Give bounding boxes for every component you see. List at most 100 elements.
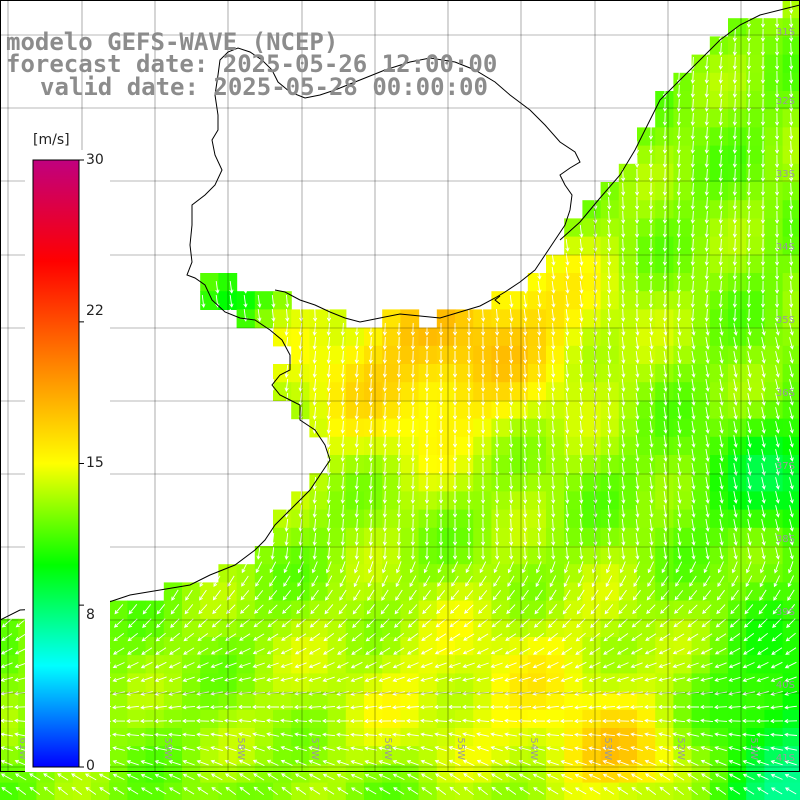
wind-speed-cell <box>564 254 583 274</box>
wind-vector-arrow <box>574 746 587 751</box>
wind-vector-arrow <box>535 589 543 601</box>
wind-vector-arrow <box>773 561 780 574</box>
wind-vector-arrow <box>509 476 514 490</box>
wind-vector-arrow <box>213 575 221 588</box>
wind-speed-cell <box>364 673 383 693</box>
wind-vector-arrow <box>662 98 667 112</box>
wind-vector-arrow <box>690 294 695 308</box>
wind-vector-arrow <box>280 773 293 781</box>
wind-vector-arrow <box>523 322 528 336</box>
wind-vector-arrow <box>495 364 500 378</box>
wind-vector-arrow <box>438 533 444 546</box>
wind-vector-arrow <box>732 56 737 70</box>
wind-speed-cell <box>691 254 711 274</box>
wind-vector-arrow <box>747 421 752 434</box>
wind-vector-arrow <box>323 633 335 642</box>
wind-vector-arrow <box>523 350 528 364</box>
wind-vector-arrow <box>770 787 783 795</box>
wind-vector-arrow <box>492 590 502 601</box>
wind-speed-cell <box>582 582 602 602</box>
wind-vector-arrow <box>252 746 265 752</box>
wind-vector-arrow <box>759 589 767 601</box>
wind-vector-arrow <box>760 308 765 322</box>
wind-vector-arrow <box>546 705 560 710</box>
wind-vector-arrow <box>424 434 429 448</box>
wind-speed-cell <box>709 72 729 92</box>
wind-vector-arrow <box>532 732 546 737</box>
wind-vector-arrow <box>182 773 195 781</box>
wind-vector-arrow <box>168 732 182 737</box>
wind-vector-arrow <box>509 364 514 378</box>
wind-vector-arrow <box>733 477 738 490</box>
wind-vector-arrow <box>350 773 363 780</box>
wind-vector-arrow <box>396 518 401 532</box>
wind-vector-arrow <box>561 647 573 655</box>
wind-vector-arrow <box>410 518 415 532</box>
wind-vector-arrow <box>775 463 780 476</box>
wind-vector-arrow <box>690 196 695 210</box>
wind-vector-arrow <box>551 434 556 448</box>
wind-speed-cell <box>746 546 765 565</box>
wind-vector-arrow <box>168 719 182 724</box>
wind-vector-arrow <box>381 589 389 601</box>
wind-vector-arrow <box>551 295 556 308</box>
wind-speed-cell <box>600 473 620 492</box>
wind-speed-cell <box>163 709 183 729</box>
wind-vector-arrow <box>674 604 684 614</box>
wind-vector-arrow <box>635 477 640 490</box>
wind-vector-arrow <box>789 379 794 392</box>
wind-vector-arrow <box>579 504 584 518</box>
wind-speed-cell <box>728 327 747 347</box>
wind-vector-arrow <box>676 280 681 294</box>
wind-vector-arrow <box>509 420 514 434</box>
wind-speed-cell <box>309 309 329 329</box>
wind-speed-cell <box>236 709 256 729</box>
wind-speed-cell <box>691 582 711 602</box>
wind-speed-cell <box>618 527 638 547</box>
wind-vector-arrow <box>368 378 373 392</box>
wind-speed-cell <box>291 691 310 711</box>
wind-speed-cell <box>509 564 529 583</box>
wind-speed-cell <box>436 546 456 565</box>
latitude-label: 36S <box>776 388 795 399</box>
wind-speed-cell <box>582 491 602 511</box>
wind-vector-arrow <box>775 238 780 252</box>
wind-speed-cell <box>327 637 347 656</box>
wind-vector-arrow <box>747 379 752 392</box>
wind-vector-arrow <box>621 294 626 308</box>
wind-vector-arrow <box>661 575 669 587</box>
wind-vector-arrow <box>789 42 794 56</box>
wind-vector-arrow <box>621 336 626 350</box>
wind-vector-arrow <box>704 266 709 280</box>
wind-vector-arrow <box>760 56 765 70</box>
forecast-date: forecast date: 2025-05-26 12:00:00 <box>6 50 498 78</box>
wind-speed-cell <box>546 764 565 784</box>
wind-vector-arrow <box>761 379 766 392</box>
wind-speed-cell <box>491 600 511 620</box>
wind-speed-cell <box>400 673 420 693</box>
wind-vector-arrow <box>296 589 305 601</box>
wind-speed-cell <box>509 618 529 638</box>
wind-speed-cell <box>764 127 784 147</box>
wind-speed-cell <box>546 273 565 292</box>
wind-vector-arrow <box>382 378 387 392</box>
wind-vector-arrow <box>577 575 585 588</box>
wind-speed-cell <box>764 564 784 583</box>
wind-vector-arrow <box>532 647 545 655</box>
wind-vector-arrow <box>481 518 486 532</box>
wind-speed-cell <box>582 618 602 638</box>
wind-vector-arrow <box>621 490 626 504</box>
wind-vector-arrow <box>452 365 458 378</box>
wind-vector-arrow <box>775 379 780 392</box>
wind-speed-cell <box>782 764 800 784</box>
wind-speed-cell <box>691 709 711 729</box>
wind-vector-arrow <box>663 365 668 378</box>
wind-vector-arrow <box>196 676 209 682</box>
wind-speed-cell <box>291 764 310 784</box>
wind-vector-arrow <box>690 98 695 112</box>
wind-speed-cell <box>709 709 729 729</box>
wind-speed-cell <box>782 582 800 602</box>
wind-vector-arrow <box>789 196 794 210</box>
wind-speed-cell <box>746 418 765 438</box>
wind-vector-arrow <box>663 323 668 336</box>
